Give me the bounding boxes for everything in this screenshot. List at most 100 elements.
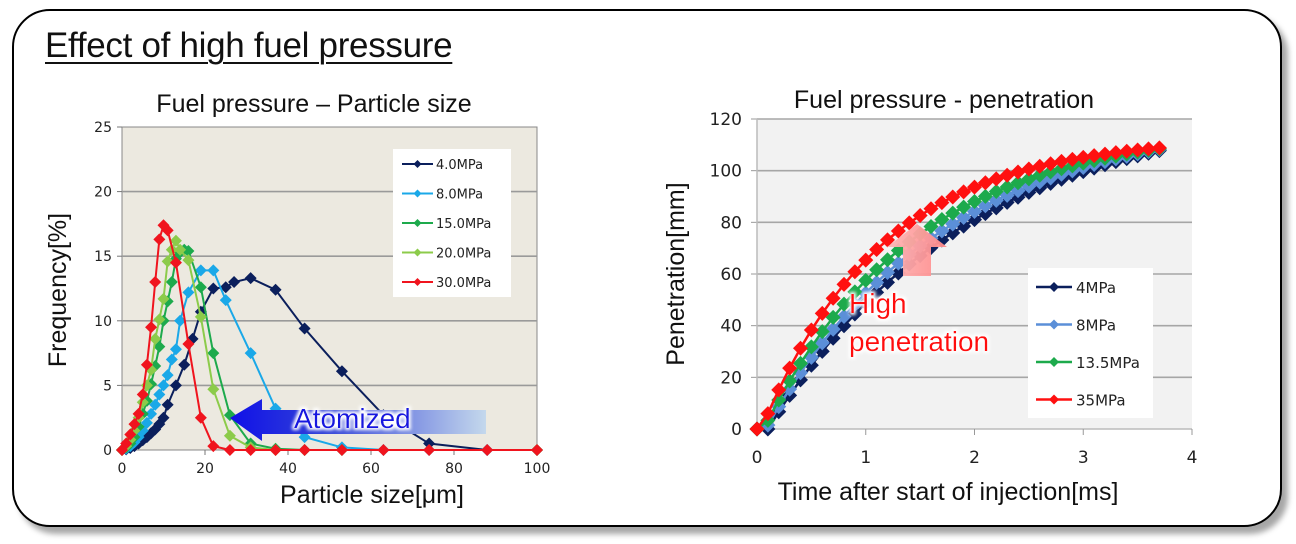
data-point [182,254,195,267]
legend-marker [413,160,422,168]
data-point [423,437,436,450]
data-point [1108,145,1124,161]
x-axis-title: Particle size[μm] [280,481,464,509]
data-point [1097,146,1113,162]
data-point [169,343,182,356]
x-tick-label: 100 [524,461,551,477]
data-point [977,206,993,222]
data-point [223,429,236,442]
data-point [269,283,282,296]
data-point [880,274,895,290]
slide-title: Effect of high fuel pressure [45,26,453,65]
legend-label: 30.0MPa [436,276,491,291]
data-point [174,314,187,327]
data-point [869,284,885,300]
data-point [182,286,195,299]
data-point [760,406,776,422]
data-point [1151,140,1167,156]
data-point [269,444,282,456]
data-point [178,358,191,371]
data-point [1130,142,1146,158]
penetration-chart: Fuel pressure - penetration 020406080100… [662,86,1197,506]
data-point [836,296,852,312]
data-point [120,437,133,450]
data-point [956,218,972,234]
data-point [128,418,141,431]
data-point [825,321,841,337]
legend: 4.0MPa 8.0MPa 15.0MPa 20.0MPa 30.0MPa [393,149,511,297]
high-penetration-annotation: High penetration [849,224,989,357]
data-point [956,184,972,200]
up-arrow-icon [887,224,947,276]
data-point [219,281,232,294]
data-point [803,339,819,355]
data-point [165,276,178,289]
legend-label: 13.5MPa [1076,354,1140,372]
y-tick-label: 25 [94,120,112,136]
data-point [223,444,236,456]
legend-label: 35MPa [1076,392,1126,410]
data-point [174,243,187,256]
legend-label: 8.0MPa [436,188,483,203]
x-tick-label: 4 [1187,448,1198,468]
data-point [803,322,819,338]
data-point [145,407,158,420]
data-point [967,194,982,210]
data-point [793,355,808,371]
data-point [153,313,166,326]
data-point [869,242,885,258]
data-point [244,347,257,360]
x-tick-label: 40 [279,461,297,477]
data-point [244,444,257,456]
data-point [847,296,863,312]
legend-marker [413,278,422,286]
data-point [934,223,950,239]
data-point [847,264,863,280]
data-point [132,407,145,420]
data-point [999,179,1015,195]
legend-marker [1049,357,1059,367]
data-point [207,383,220,396]
x-tick-label: 1 [860,448,871,468]
legend-label: 15.0MPa [436,217,491,232]
atomized-arrow-icon [230,399,486,441]
data-point [169,234,182,247]
x-tick-label: 3 [1078,448,1089,468]
data-point [945,225,961,241]
data-point [782,360,798,376]
y-tick-label: 10 [94,314,112,330]
data-point [207,282,220,295]
data-point [880,265,895,281]
data-point [836,276,852,292]
data-point [136,388,149,401]
data-point [858,295,874,311]
data-point [165,353,178,366]
series-30.0MPa [116,219,543,456]
data-point [298,444,311,456]
data-point [161,369,174,382]
x-axis-title: Time after start of injection[ms] [778,478,1119,506]
data-point [161,255,174,268]
data-point [814,324,830,340]
series-35MPa [749,140,1167,437]
data-point [531,444,543,456]
data-point [153,233,166,246]
data-point [1010,164,1026,180]
data-point [988,183,1004,199]
data-point [194,411,207,424]
data-point [194,281,207,294]
data-point [1021,161,1037,177]
particle-size-chart: Fuel pressure – Particle size 0 5 10 15 20 25… [44,90,550,509]
data-point [153,388,166,401]
data-point [124,428,137,441]
data-point [945,205,961,221]
legend-box [1028,268,1153,418]
data-point [945,189,961,205]
data-point [956,199,972,215]
data-point [169,379,182,392]
data-point [219,294,232,307]
data-point [423,444,436,456]
data-point [890,223,906,239]
data-point [977,198,993,214]
